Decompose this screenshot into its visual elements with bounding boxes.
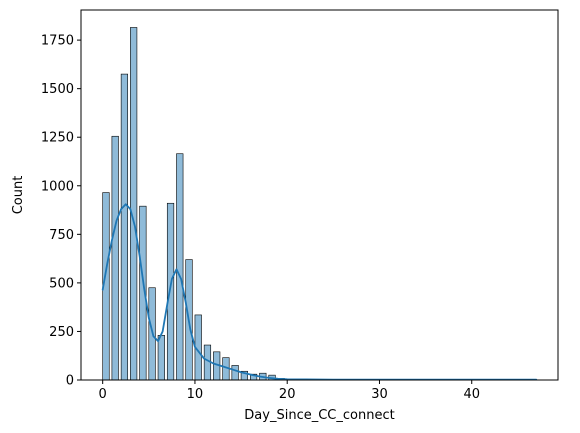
y-tick-label: 500 (49, 276, 74, 291)
histogram-bar (176, 153, 184, 381)
y-tick-label: 750 (49, 228, 74, 243)
histogram-bar (157, 335, 165, 381)
histogram-bar (166, 202, 175, 381)
x-tick-label: 30 (371, 387, 388, 402)
x-tick-label: 0 (99, 387, 107, 402)
y-tick-label: 250 (49, 325, 74, 340)
x-axis-label: Day_Since_CC_connect (244, 408, 394, 423)
kde-line (101, 203, 538, 381)
histogram-bar (111, 135, 119, 381)
y-tick-label: 1000 (41, 179, 74, 194)
x-tick-label: 40 (463, 387, 480, 402)
x-axis: 0 10 20 30 40 (99, 380, 480, 402)
histogram-bars (102, 27, 313, 381)
y-axis: 0 250 500 750 1000 1250 1500 1750 (41, 34, 81, 389)
y-tick-label: 1500 (41, 82, 74, 97)
histogram-bar (130, 27, 138, 381)
y-tick-label: 1250 (41, 131, 74, 146)
histogram-bar (231, 365, 239, 381)
y-axis-label: Count (11, 176, 26, 215)
y-tick-label: 1750 (41, 34, 74, 49)
x-tick-label: 10 (187, 387, 204, 402)
plot-frame (80, 9, 559, 381)
y-tick-label: 0 (66, 374, 74, 389)
histogram-bar (120, 73, 129, 381)
x-tick-label: 20 (279, 387, 296, 402)
